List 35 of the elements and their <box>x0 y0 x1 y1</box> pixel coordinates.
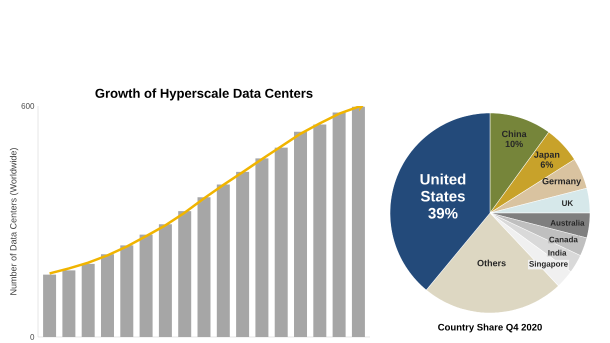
data-label: 39% <box>428 208 458 219</box>
bar <box>178 211 192 337</box>
slice-label: India <box>548 250 567 256</box>
bar <box>313 124 326 337</box>
bar <box>82 264 95 337</box>
data-label: 10% <box>506 140 523 148</box>
slice-label: UK <box>562 200 574 206</box>
data-label: 6% <box>540 161 554 168</box>
bar <box>43 274 56 337</box>
text: Country Share Q4 2020 <box>438 324 542 332</box>
bar <box>158 224 172 337</box>
slice-label: China <box>502 130 527 138</box>
bar <box>255 158 268 337</box>
bar <box>294 132 308 337</box>
y-tick-label: 600 <box>22 103 34 109</box>
bar <box>100 254 114 337</box>
slice-label: Japan <box>534 151 560 160</box>
bar <box>198 197 210 337</box>
y-axis-title: Number of Data Centers (Worldwide) <box>10 148 18 295</box>
slice-label: Germany <box>542 178 582 186</box>
bar <box>62 270 76 337</box>
chart-title: Growth of Hyperscale Data Centers <box>95 88 313 100</box>
bar <box>352 106 365 337</box>
y-tick-label: 0 <box>30 334 34 340</box>
slice-label: Others <box>477 260 506 266</box>
slice-label: Canada <box>549 236 578 242</box>
bar <box>274 148 288 337</box>
bar <box>332 112 346 337</box>
bar <box>140 234 153 337</box>
bar <box>120 245 134 337</box>
slice-label: United States <box>420 174 466 202</box>
slice-label: Singapore <box>529 260 568 268</box>
bar <box>236 172 250 337</box>
bar <box>216 184 230 337</box>
slice-label: Australia <box>550 220 585 226</box>
